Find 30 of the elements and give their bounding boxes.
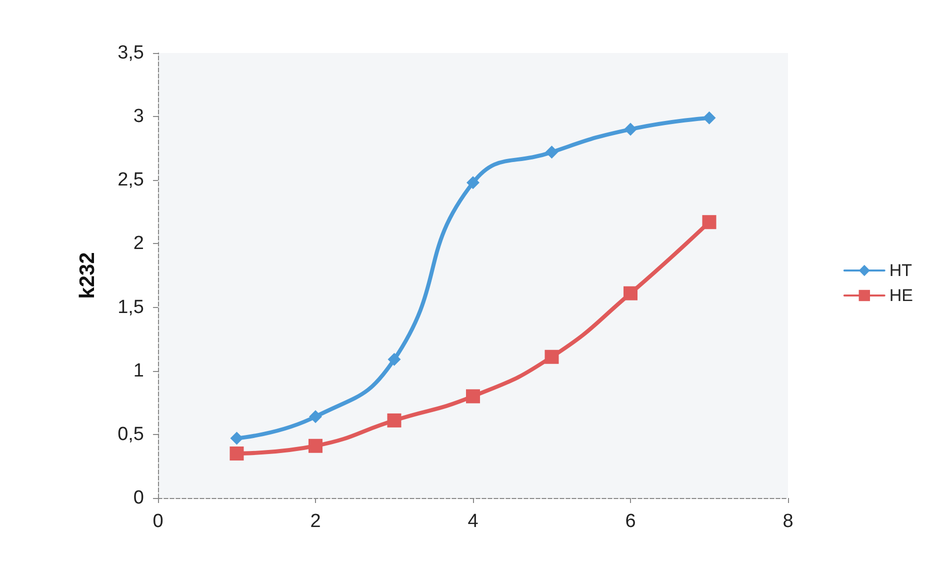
- point: [544, 350, 559, 364]
- x-tick-label: 6: [625, 511, 636, 532]
- point: [624, 122, 637, 136]
- point: [545, 146, 558, 159]
- point: [702, 111, 716, 124]
- point: [308, 438, 322, 453]
- point: [388, 352, 401, 366]
- y-tick-label: 2,5: [118, 170, 144, 191]
- y-tick-label: 1,5: [118, 296, 144, 318]
- point: [466, 176, 480, 190]
- y-axis-title: k232: [76, 252, 99, 299]
- point: [309, 410, 322, 424]
- point: [230, 432, 244, 445]
- point: [466, 389, 480, 404]
- x-tick-label: 8: [782, 511, 794, 532]
- point: [230, 446, 244, 460]
- x-tick-label: 0: [152, 511, 164, 532]
- x-tick-label: 4: [468, 511, 479, 532]
- legend-label: HE: [889, 286, 914, 305]
- y-tick-label: 1: [133, 360, 144, 382]
- point: [387, 413, 402, 428]
- y-tick-label: 0: [133, 488, 144, 508]
- point: [624, 286, 638, 300]
- x-tick-label: 2: [310, 511, 321, 532]
- y-tick-label: 2: [133, 233, 144, 254]
- y-tick-label: 0,5: [118, 424, 144, 445]
- point: [702, 215, 716, 230]
- legend-label: HT: [889, 261, 912, 280]
- y-tick-label: 3,5: [118, 42, 144, 64]
- y-tick-label: 3: [133, 106, 144, 128]
